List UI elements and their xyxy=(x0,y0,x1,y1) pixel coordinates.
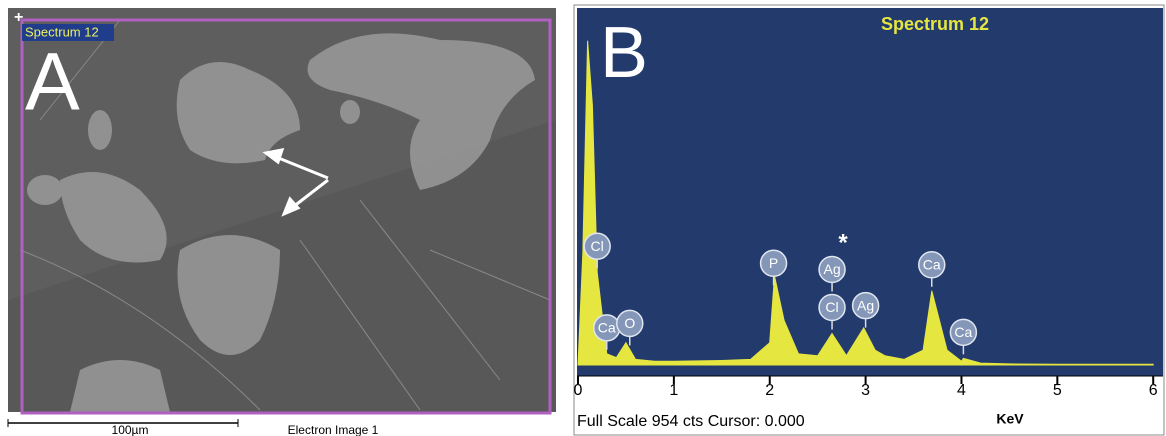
cursor-cross: + xyxy=(14,9,23,26)
arrows xyxy=(262,148,329,217)
peak-label: Ca xyxy=(598,320,616,336)
panel-a: Spectrum 12 + A 100µm Electron Image 1 xyxy=(7,8,556,436)
scale-bar-label: 100µm xyxy=(112,423,149,436)
peak-label-bubble xyxy=(616,309,644,338)
x-tick-label: 4 xyxy=(957,382,966,399)
peak-label-bubble xyxy=(818,255,846,284)
peak-label-bubble xyxy=(583,232,611,260)
x-tick-label: 0 xyxy=(574,382,583,399)
plot-area xyxy=(577,8,1163,376)
sem-particles xyxy=(27,33,535,412)
peak-label: Ag xyxy=(823,261,840,277)
spectrum-frame xyxy=(20,18,552,415)
x-tick-label: 3 xyxy=(861,382,870,399)
peak-label: Ag xyxy=(857,297,874,313)
sem-shade xyxy=(8,120,556,412)
spectrum-label-bg xyxy=(22,24,114,41)
peak-label-bubble xyxy=(851,291,880,320)
spectrum-area xyxy=(577,40,1154,366)
peak-label-bubble xyxy=(818,293,846,322)
peak-label: P xyxy=(769,255,778,271)
footer: Full Scale 954 cts Cursor: 0.000 xyxy=(577,413,805,430)
chart-title: Spectrum 12 xyxy=(881,14,989,34)
spectrum-label: Spectrum 12 xyxy=(25,24,99,39)
peak-label-bubble xyxy=(918,251,946,279)
panel-letter: B xyxy=(600,13,648,93)
peak-label: Cl xyxy=(825,299,838,315)
peak-label: O xyxy=(624,315,635,331)
x-tick-label: 5 xyxy=(1053,382,1062,399)
peak-label: Ca xyxy=(954,324,972,340)
x-tick-label: 6 xyxy=(1149,382,1158,399)
x-axis-label: KeV xyxy=(996,411,1024,427)
peak-label-bubble xyxy=(949,318,978,347)
x-tick-label: 2 xyxy=(765,382,774,399)
panel-letter: A xyxy=(25,37,80,128)
x-tick-label: 1 xyxy=(669,382,678,399)
annotation: * xyxy=(838,229,848,256)
image-label: Electron Image 1 xyxy=(288,423,379,436)
peak-label: Cl xyxy=(591,238,604,254)
peak-label: Ca xyxy=(923,256,941,272)
panel-b: B Spectrum 12 * Full Scale 954 cts Curso… xyxy=(573,4,1165,436)
peak-label-bubble xyxy=(759,249,788,278)
